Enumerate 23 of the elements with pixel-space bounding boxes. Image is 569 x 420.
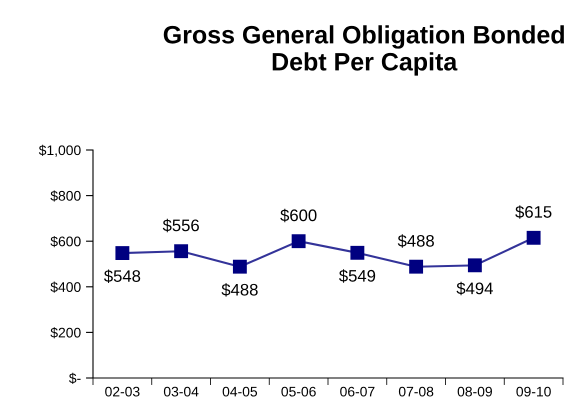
x-tick-label: 08-09 [458, 386, 492, 397]
y-tick-label: $400 [50, 282, 81, 293]
x-tick-label: 04-05 [222, 386, 258, 397]
text: $600 [280, 208, 317, 222]
text: $556 [162, 218, 199, 232]
y-tick-label: $200 [50, 327, 81, 338]
y-tick-label: $- [68, 372, 81, 384]
y-tick-label: $600 [50, 236, 81, 248]
text: $615 [515, 205, 552, 219]
text: $494 [456, 282, 493, 296]
y-tick-label: $800 [50, 190, 81, 202]
x-tick-label: 05-06 [281, 386, 316, 397]
text: $549 [339, 269, 376, 283]
x-tick-label: 07-08 [398, 386, 434, 397]
x-tick-label: 02-03 [105, 386, 140, 397]
text: $488 [222, 283, 258, 297]
x-tick-label: 06-07 [340, 386, 374, 397]
text: $548 [104, 269, 140, 283]
chart-title: Gross General Obligation Bonded Debt Per Capita [164, 25, 564, 76]
x-tick-label: 09-10 [516, 386, 551, 397]
y-tick-label: $1,000 [38, 144, 81, 157]
x-tick-label: 03-04 [164, 386, 198, 397]
text: $488 [398, 234, 434, 248]
